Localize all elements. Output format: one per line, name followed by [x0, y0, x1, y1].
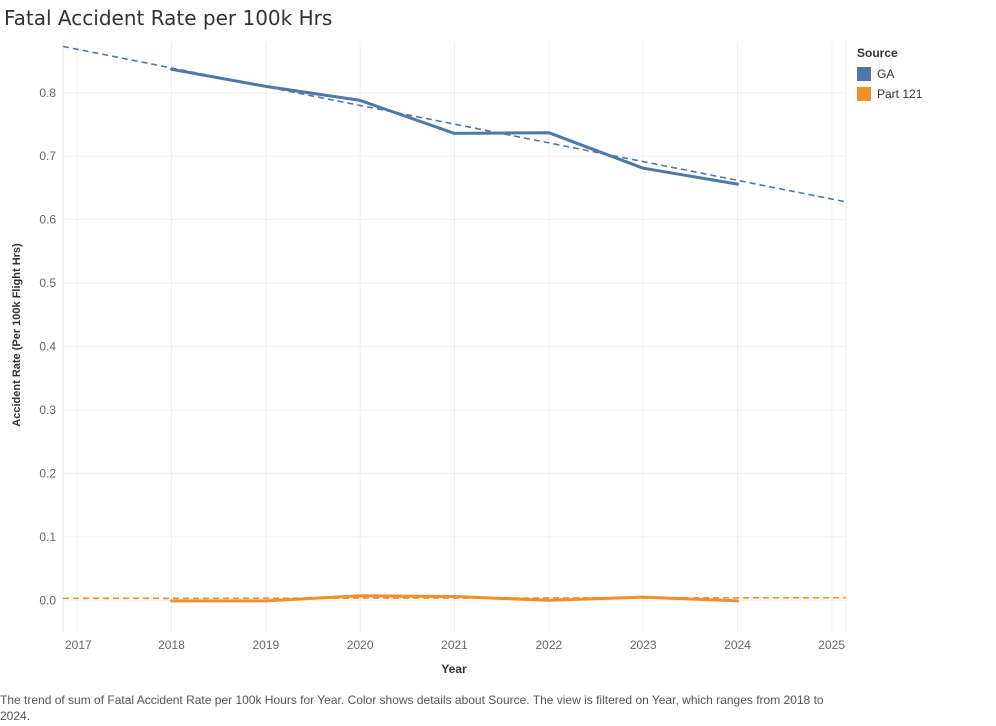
legend-swatch-ga — [857, 67, 871, 81]
y-tick-label: 0.0 — [39, 593, 56, 607]
x-tick-label: 2024 — [724, 638, 751, 652]
data-point-ga[interactable] — [262, 82, 270, 90]
legend-item-part-121[interactable]: Part 121 — [857, 84, 922, 104]
legend-swatch-part-121 — [857, 87, 871, 101]
y-tick-label: 0.5 — [39, 276, 56, 290]
data-point-part-121[interactable] — [451, 592, 459, 600]
x-tick-label: 2018 — [158, 638, 185, 652]
y-axis-label: Accident Rate (Per 100k Flight Hrs) — [11, 243, 23, 427]
series-line-part-121[interactable] — [170, 594, 739, 603]
y-tick-labels: 0.0 0.1 0.2 0.3 0.4 0.5 0.6 0.7 0.8 — [39, 86, 56, 608]
data-point-ga[interactable] — [734, 180, 742, 188]
legend: Source GA Part 121 — [857, 46, 922, 104]
y-tick-label: 0.7 — [39, 149, 56, 163]
x-tick-label: 2019 — [252, 638, 279, 652]
data-point-part-121[interactable] — [734, 597, 742, 605]
data-point-ga[interactable] — [545, 129, 553, 137]
chart-title: Fatal Accident Rate per 100k Hrs — [4, 6, 333, 30]
y-tick-label: 0.8 — [39, 86, 56, 100]
y-tick-label: 0.3 — [39, 403, 56, 417]
trend-line-part-121 — [62, 596, 847, 600]
y-tick-label: 0.2 — [39, 466, 56, 480]
data-point-ga[interactable] — [167, 65, 175, 73]
series-lines — [167, 65, 742, 605]
x-tick-label: 2023 — [630, 638, 657, 652]
legend-label-part-121: Part 121 — [877, 87, 923, 101]
x-tick-label: 2020 — [347, 638, 374, 652]
x-tick-labels: 2017 2018 2019 2020 2021 2022 2023 2024 2025 — [65, 638, 845, 652]
x-tick-label: 2021 — [441, 638, 468, 652]
x-tick-label: 2022 — [535, 638, 562, 652]
data-point-part-121[interactable] — [262, 597, 270, 605]
x-tick-label: 2017 — [65, 638, 92, 652]
legend-title: Source — [857, 46, 898, 60]
data-point-ga[interactable] — [639, 164, 647, 172]
data-point-part-121[interactable] — [545, 596, 553, 604]
chart-caption: The trend of sum of Fatal Accident Rate … — [0, 693, 824, 723]
data-point-part-121[interactable] — [639, 593, 647, 601]
y-tick-label: 0.6 — [39, 213, 56, 227]
legend-label-ga: GA — [877, 67, 895, 81]
y-tick-label: 0.1 — [39, 530, 56, 544]
data-point-part-121[interactable] — [167, 597, 175, 605]
data-point-part-121[interactable] — [356, 592, 364, 600]
line-chart: 2017 2018 2019 2020 2021 2022 2023 2024 2025 0.0… — [11, 42, 847, 676]
x-tick-label: 2025 — [818, 638, 845, 652]
data-point-ga[interactable] — [356, 96, 364, 104]
series-line-ga[interactable] — [170, 67, 739, 186]
y-tick-label: 0.4 — [39, 340, 56, 354]
legend-item-ga[interactable]: GA — [857, 64, 922, 84]
data-point-ga[interactable] — [451, 129, 459, 137]
x-axis-label: Year — [441, 662, 467, 676]
